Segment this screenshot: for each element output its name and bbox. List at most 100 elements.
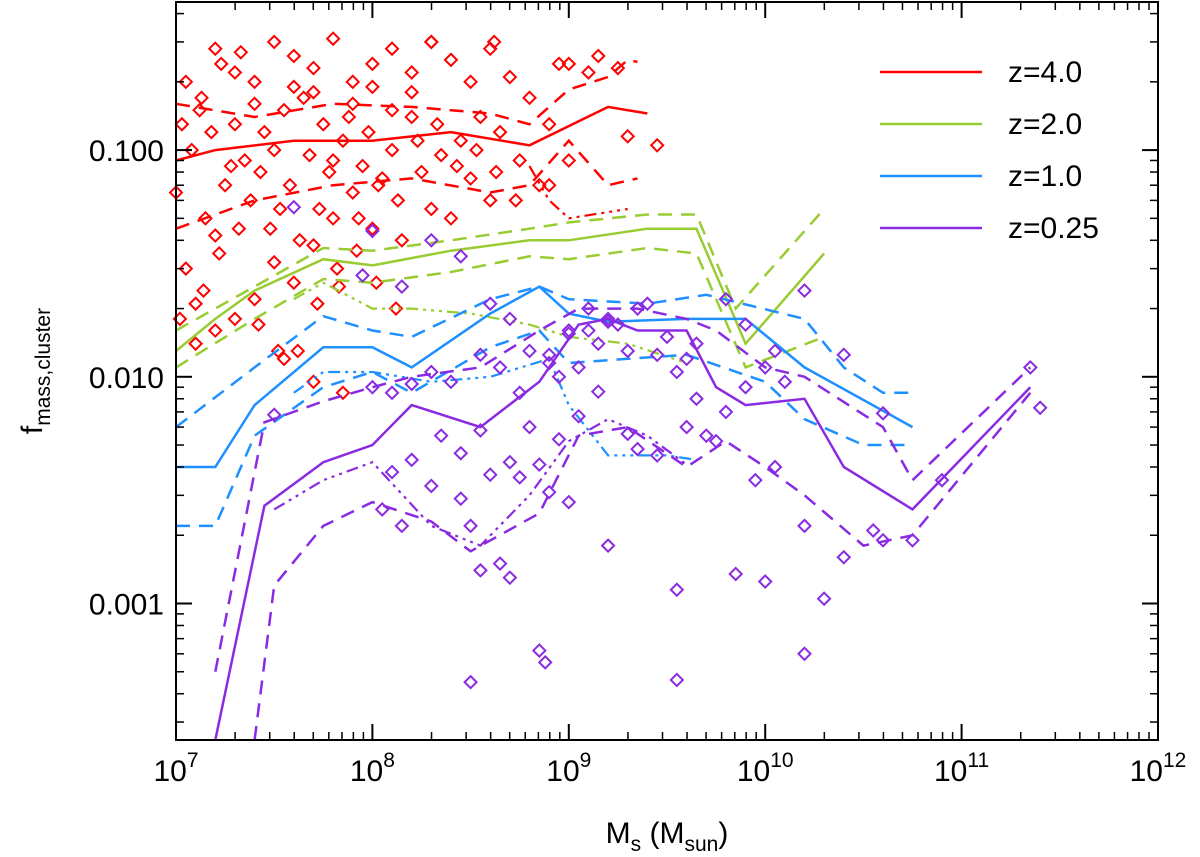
data-point (306, 60, 321, 76)
data-point (492, 124, 508, 140)
median-line (176, 285, 914, 469)
legend-label: z=4.0 (1008, 56, 1082, 89)
data-point (404, 65, 420, 80)
data-point (404, 452, 420, 468)
x-tick-label: 107 (153, 749, 198, 788)
data-point (433, 147, 449, 163)
data-point (349, 243, 365, 259)
data-point (364, 223, 380, 239)
legend-item: z=2.0 (880, 108, 1082, 141)
data-point (345, 185, 361, 200)
data-point (531, 457, 547, 472)
data-point (453, 248, 469, 264)
data-point (368, 275, 384, 291)
data-point (247, 291, 262, 307)
data-point (292, 232, 308, 248)
data-point (486, 34, 502, 50)
data-point (561, 323, 577, 338)
data-point (266, 142, 282, 158)
data-point (410, 133, 425, 149)
data-point (541, 116, 557, 132)
data-point (590, 336, 606, 352)
data-point (757, 574, 773, 589)
data-point (390, 192, 406, 208)
data-point (639, 296, 655, 312)
data-point (223, 158, 239, 174)
data-point (207, 228, 223, 243)
data-point (364, 221, 380, 237)
data-point (286, 79, 302, 95)
data-point (797, 518, 812, 534)
data-point (561, 153, 577, 168)
legend-item: z=1.0 (880, 160, 1082, 193)
data-point (537, 654, 553, 670)
data-point (247, 74, 262, 90)
x-tick-label: 1012 (1130, 749, 1187, 788)
upper-line (175, 208, 826, 332)
data-point (196, 283, 211, 299)
data-point (571, 360, 587, 375)
data-point (512, 469, 528, 485)
data-point (433, 428, 449, 444)
data-point (473, 423, 488, 438)
data-point (188, 336, 204, 352)
data-point (266, 34, 282, 50)
legend-item: z=0.25 (880, 212, 1099, 245)
data-point (394, 232, 410, 248)
legend-label: z=1.0 (1008, 160, 1082, 193)
data-point (590, 384, 606, 400)
data-point (541, 347, 557, 363)
data-point (384, 142, 400, 158)
data-point (335, 133, 351, 149)
data-point (738, 379, 753, 395)
data-point (453, 445, 469, 461)
data-point (203, 124, 219, 140)
y-tick-labels: 0.001 0.010 0.100 (89, 135, 164, 621)
data-point (276, 102, 292, 118)
data-point (777, 374, 793, 390)
data-point (590, 48, 606, 64)
data-point (329, 261, 345, 277)
data-point (865, 523, 881, 538)
data-point (253, 164, 268, 180)
data-point (836, 347, 852, 363)
data-point (482, 296, 498, 312)
data-point (453, 133, 469, 149)
data-point (345, 74, 361, 90)
data-point (217, 177, 233, 193)
legend-label: z=0.25 (1008, 212, 1099, 245)
data-point (370, 177, 386, 193)
data-point (282, 177, 298, 193)
tick-layer (175, 2, 1159, 740)
data-point (649, 137, 665, 153)
data-point (449, 158, 465, 174)
data-point (231, 221, 247, 237)
series-z=1.0 (175, 285, 914, 528)
data-point (816, 591, 832, 607)
data-point (488, 164, 504, 180)
data-point (551, 56, 567, 72)
data-point (188, 296, 204, 312)
data-point (237, 153, 253, 168)
data-point (679, 419, 695, 435)
mean-line (293, 357, 697, 461)
data-point (698, 428, 714, 444)
median-line (175, 105, 648, 162)
data-point (423, 364, 439, 380)
mean-line (528, 165, 628, 220)
data-point (728, 566, 744, 582)
data-point (178, 261, 194, 277)
data-point (581, 301, 596, 316)
data-point (233, 44, 249, 60)
data-point (311, 201, 327, 217)
y-tick-label: 0.100 (89, 135, 164, 168)
upper-line (175, 285, 913, 429)
data-point (905, 532, 920, 548)
data-point (541, 484, 557, 500)
data-point (384, 41, 400, 57)
mean-line (293, 281, 687, 365)
data-point (522, 90, 537, 106)
y-tick-label: 0.010 (89, 362, 164, 395)
data-point (443, 210, 459, 226)
